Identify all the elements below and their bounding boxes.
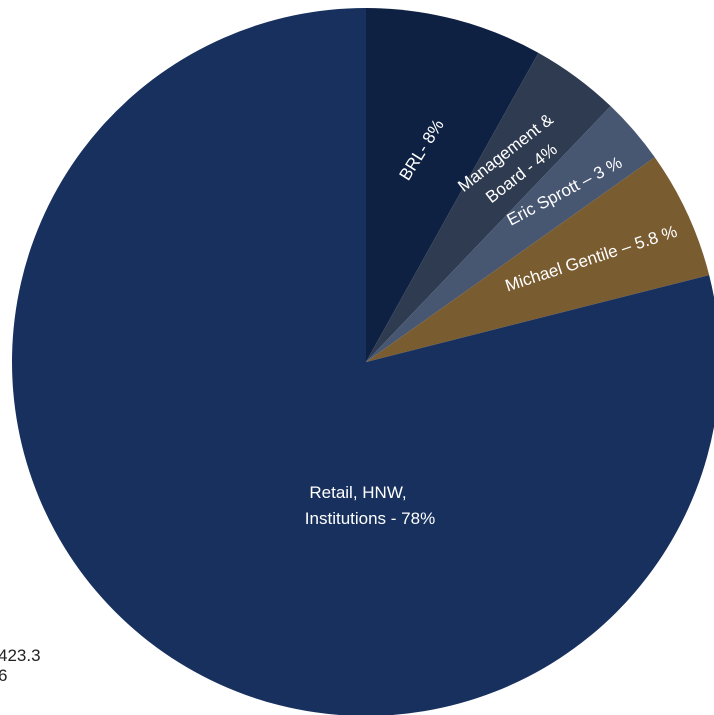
pie-slice-management-board — [366, 52, 611, 362]
pie-slice-michael-gentile — [366, 157, 710, 362]
side-note-1: 423.3 — [0, 646, 41, 665]
pie-slice-eric-sprott — [366, 106, 655, 362]
pie-label-retail-hnw-institutions: Retail, HNW, Institutions - 78% — [305, 483, 435, 528]
side-note-2: 6 — [0, 666, 8, 685]
pie-slice-brl — [366, 8, 539, 362]
pie-slice-retail-hnw-institutions — [12, 8, 714, 715]
